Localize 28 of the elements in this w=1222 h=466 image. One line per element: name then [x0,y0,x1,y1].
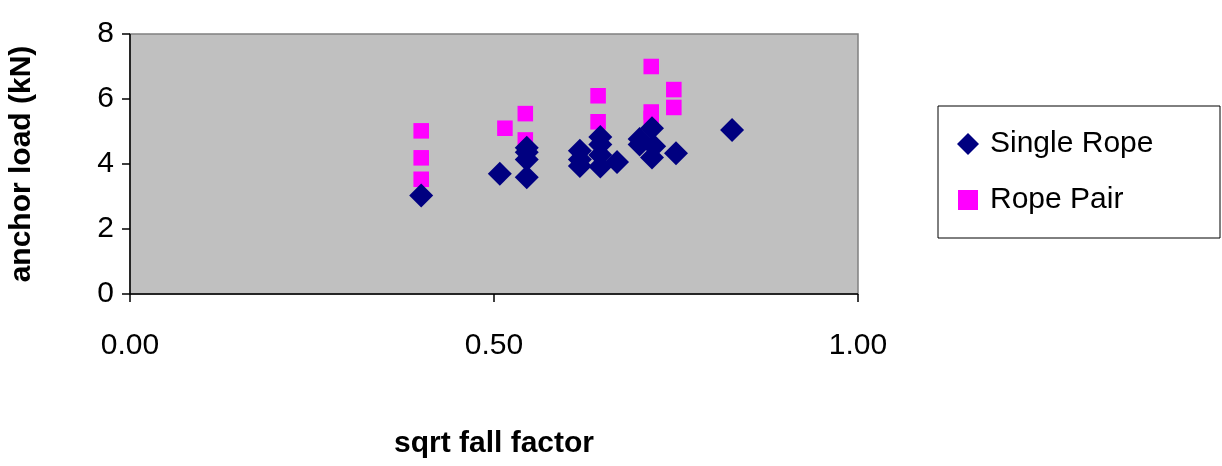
y-tick-label: 0 [97,275,114,309]
legend-label: Rope Pair [990,181,1124,215]
y-tick-label: 2 [97,210,114,244]
point [497,120,513,137]
point [639,116,664,141]
x-axis-title: sqrt fall factor [393,425,595,459]
point [720,117,745,142]
point [590,87,606,104]
legend-label: Single Rope [990,125,1154,159]
point [666,99,682,116]
y-tick-label: 8 [97,15,114,49]
point [590,113,606,130]
point [643,58,660,75]
x-tick-label: 1.00 [828,327,888,361]
point [413,150,429,166]
x-tick-label: 0.50 [464,327,524,361]
point [487,161,512,186]
point [409,183,434,208]
point [517,105,534,122]
y-axis-title: anchor load (kN) [3,45,37,283]
point [413,171,429,188]
point [413,123,429,139]
point [666,81,682,98]
point [664,141,688,166]
x-tick-label: 0.00 [100,327,160,361]
point [605,150,630,175]
y-tick-label: 6 [97,80,114,114]
y-tick-label: 4 [97,145,114,179]
